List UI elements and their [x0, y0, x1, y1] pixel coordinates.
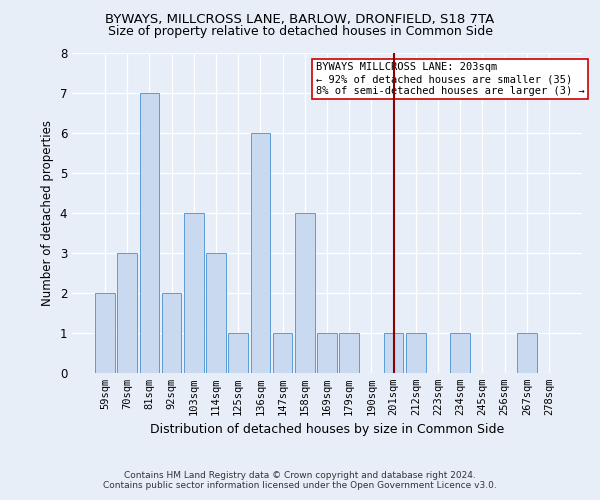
Bar	[118, 252, 137, 372]
Text: Contains HM Land Registry data © Crown copyright and database right 2024.
Contai: Contains HM Land Registry data © Crown c…	[103, 470, 497, 490]
Bar	[273, 332, 292, 372]
Bar	[406, 332, 425, 372]
Text: Size of property relative to detached houses in Common Side: Size of property relative to detached ho…	[107, 25, 493, 38]
Bar	[384, 332, 403, 372]
Bar	[206, 252, 226, 372]
Bar	[95, 292, 115, 372]
Y-axis label: Number of detached properties: Number of detached properties	[41, 120, 54, 306]
Bar	[162, 292, 181, 372]
Bar	[517, 332, 536, 372]
Bar	[229, 332, 248, 372]
Text: BYWAYS, MILLCROSS LANE, BARLOW, DRONFIELD, S18 7TA: BYWAYS, MILLCROSS LANE, BARLOW, DRONFIEL…	[106, 12, 494, 26]
Text: BYWAYS MILLCROSS LANE: 203sqm
← 92% of detached houses are smaller (35)
8% of se: BYWAYS MILLCROSS LANE: 203sqm ← 92% of d…	[316, 62, 584, 96]
Bar	[251, 132, 270, 372]
Bar	[184, 212, 203, 372]
Bar	[295, 212, 314, 372]
Bar	[451, 332, 470, 372]
Bar	[340, 332, 359, 372]
Bar	[140, 92, 159, 372]
Bar	[317, 332, 337, 372]
X-axis label: Distribution of detached houses by size in Common Side: Distribution of detached houses by size …	[150, 423, 504, 436]
